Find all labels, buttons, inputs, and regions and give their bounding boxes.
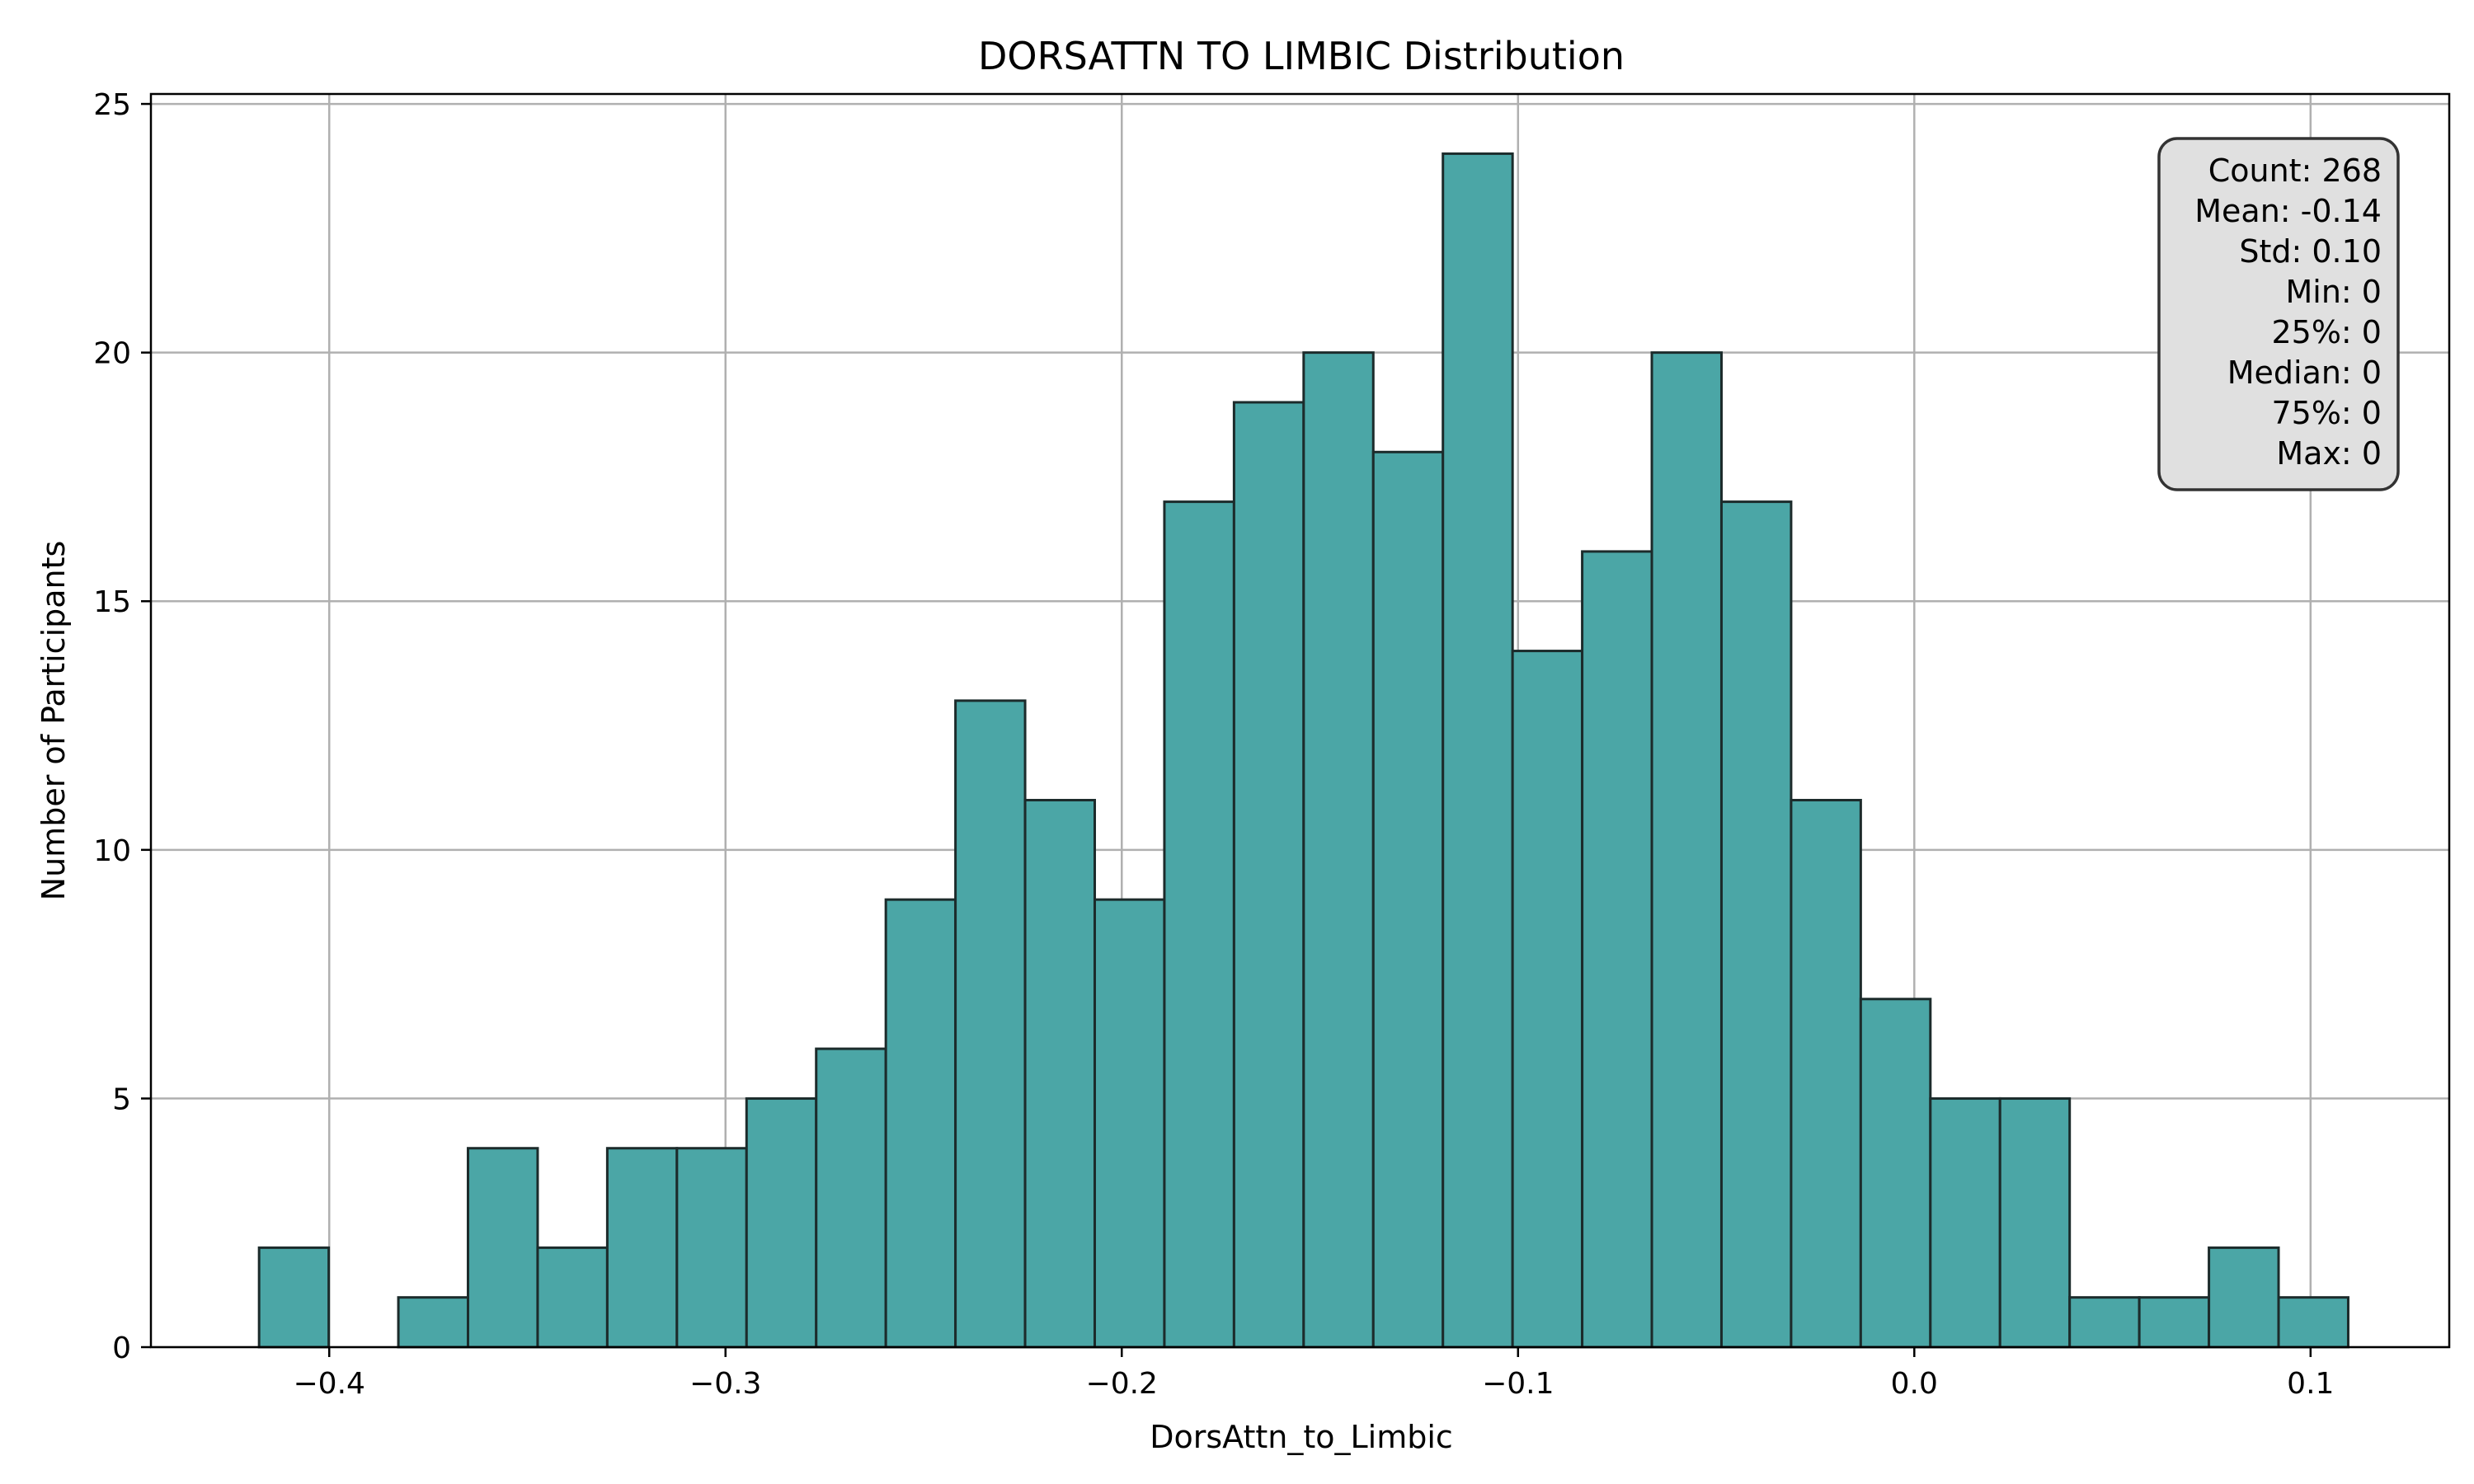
x-tick-label: −0.2	[1086, 1367, 1158, 1401]
y-tick-label: 10	[93, 834, 131, 868]
x-tick-label: 0.1	[2287, 1367, 2334, 1401]
histogram-bar	[1023, 799, 1096, 1349]
y-tick-label: 25	[93, 88, 131, 122]
stats-line: Std: 0.10	[2239, 233, 2382, 270]
histogram-bar	[467, 1147, 539, 1349]
stats-line: Min: 0	[2286, 274, 2382, 310]
bars	[257, 152, 2349, 1349]
histogram-bar	[536, 1246, 609, 1349]
y-axis-label: Number of Participants	[35, 541, 72, 901]
stats-line: 25%: 0	[2271, 314, 2382, 350]
histogram-bar	[2138, 1296, 2211, 1349]
stats-line: Count: 268	[2208, 153, 2382, 189]
stats-line: Median: 0	[2227, 355, 2382, 391]
histogram-bar	[605, 1147, 679, 1349]
histogram-bar	[1163, 500, 1235, 1349]
histogram-bar	[1859, 998, 1932, 1349]
stats-box-frame	[2157, 137, 2400, 491]
histogram-bar	[1650, 351, 1723, 1349]
histogram-bar	[1511, 650, 1584, 1349]
histogram-bar	[1302, 351, 1375, 1349]
plot-frame	[149, 92, 2451, 1349]
y-tick-label: 20	[93, 337, 131, 371]
histogram-bar	[1581, 550, 1653, 1349]
stats-line: Mean: -0.14	[2194, 193, 2382, 229]
histogram-bar	[1998, 1097, 2072, 1349]
stats-line: Max: 0	[2276, 435, 2382, 472]
stats-box: Count: 268 Mean: -0.14 Std: 0.10 Min: 0 25%:…	[2157, 137, 2400, 491]
histogram-bar	[884, 898, 957, 1349]
histogram-bar	[954, 699, 1027, 1349]
histogram-bar	[815, 1047, 887, 1349]
x-tick-label: 0.0	[1891, 1367, 1938, 1401]
histogram-bar	[397, 1296, 470, 1349]
x-tick-label: −0.3	[689, 1367, 761, 1401]
histogram-bar	[2277, 1296, 2349, 1349]
histogram-bar	[1719, 500, 1793, 1349]
histogram-bar	[1442, 152, 1514, 1349]
histogram-bar	[1093, 898, 1166, 1349]
histogram-bar	[2068, 1296, 2141, 1349]
y-axis: 0 5 10 15 20 25	[93, 88, 151, 1365]
histogram-bar	[745, 1097, 818, 1349]
histogram-bar	[1790, 799, 1862, 1349]
stats-line: 75%: 0	[2271, 395, 2382, 431]
x-axis-label: DorsAttn_to_Limbic	[1150, 1419, 1453, 1455]
histogram-bar	[2208, 1246, 2280, 1349]
chart-title: DORSATTN TO LIMBIC Distribution	[978, 34, 1625, 78]
y-tick-label: 0	[112, 1331, 131, 1365]
x-axis: −0.4 −0.3 −0.2 −0.1 0.0 0.1	[294, 1347, 2334, 1401]
y-tick-label: 5	[112, 1082, 131, 1116]
y-tick-label: 15	[93, 585, 131, 619]
histogram-bar	[1929, 1097, 2001, 1349]
histogram-bar	[1371, 450, 1445, 1349]
x-tick-label: −0.4	[294, 1367, 365, 1401]
histogram-bar	[675, 1147, 748, 1349]
histogram-bar	[257, 1246, 331, 1349]
histogram-bar	[1232, 401, 1305, 1349]
x-tick-label: −0.1	[1482, 1367, 1554, 1401]
